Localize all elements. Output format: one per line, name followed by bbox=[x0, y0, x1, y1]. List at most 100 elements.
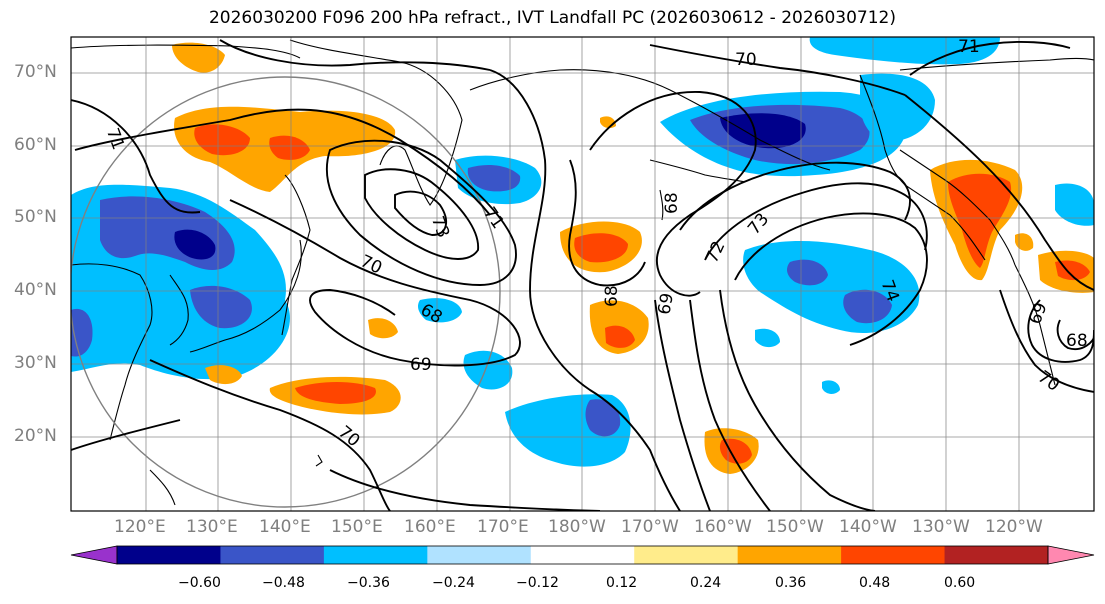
lat-label-70n: 70°N bbox=[14, 62, 57, 82]
contour-label: 71 bbox=[958, 37, 980, 57]
colorbar-tick-label: −0.12 bbox=[516, 575, 559, 591]
colorbar-segment bbox=[117, 546, 221, 564]
colorbar-tick-label: 0.60 bbox=[944, 575, 976, 591]
lon-label: 180°W bbox=[548, 517, 606, 537]
coast-hudson bbox=[899, 57, 1094, 71]
contour-label: 68 bbox=[602, 285, 622, 307]
colorbar-segment bbox=[323, 546, 428, 564]
blue-region-mid-small2 bbox=[418, 298, 462, 323]
coast-kamchatka bbox=[289, 39, 463, 206]
lat-label-30n: 30°N bbox=[14, 353, 57, 373]
contour-label: 69 bbox=[654, 291, 677, 316]
blue-region-tiny-2 bbox=[822, 380, 840, 394]
colorbar-tick-label: −0.36 bbox=[347, 575, 390, 591]
contour-69-se bbox=[1027, 299, 1094, 363]
orange-region-small-4 bbox=[1015, 233, 1034, 251]
contour-inner bbox=[394, 190, 448, 236]
blue-region-right-edge bbox=[1055, 183, 1094, 226]
coast-island-3 bbox=[659, 189, 664, 221]
blue-region-east-core2 bbox=[787, 259, 828, 286]
red-region-subtropic bbox=[295, 382, 376, 404]
lon-label: 140°W bbox=[839, 517, 897, 537]
lon-label: 120°W bbox=[985, 517, 1043, 537]
blue-region-tiny-1 bbox=[755, 328, 780, 348]
contour-74-east bbox=[734, 212, 928, 346]
coast-island-2 bbox=[149, 469, 176, 506]
landfall-circle bbox=[71, 76, 501, 508]
colorbar-tick-label: −0.60 bbox=[178, 575, 221, 591]
coast-japan bbox=[189, 239, 302, 353]
contour-68-east bbox=[568, 159, 646, 287]
colorbar-segment bbox=[634, 546, 739, 564]
contour-bottom-center bbox=[329, 469, 601, 511]
red-region-okhotsk bbox=[194, 124, 250, 156]
colorbar-segment bbox=[944, 546, 1049, 564]
red-region-bc bbox=[948, 173, 1012, 268]
red-region-dateline-s bbox=[605, 325, 635, 348]
colorbar-segment bbox=[841, 546, 946, 564]
map-area: 70 71 71 71 73 70 68 69 70 68 69 72 73 7… bbox=[71, 37, 1094, 511]
contour-73-east bbox=[704, 182, 928, 261]
coast-korea bbox=[169, 274, 189, 346]
lon-label: 160°W bbox=[694, 517, 752, 537]
lat-label-60n: 60°N bbox=[14, 135, 57, 155]
shading-orange bbox=[172, 42, 1094, 474]
gridlines bbox=[71, 37, 1094, 511]
orange-region-small-1 bbox=[368, 318, 398, 339]
contour-70-se bbox=[999, 289, 1094, 393]
contour-dateline-loop bbox=[589, 91, 757, 297]
contour-72-low bbox=[325, 139, 517, 286]
contour-70-upper bbox=[74, 108, 491, 216]
contour-71-nw bbox=[71, 99, 201, 214]
blue-region-nw-deep bbox=[174, 229, 216, 260]
blue-region-top-right bbox=[809, 37, 1000, 65]
contour-68-se bbox=[1056, 319, 1094, 351]
blue-region-korea bbox=[190, 285, 252, 329]
contour-72-east bbox=[679, 161, 911, 231]
contour-top-arc bbox=[219, 39, 491, 71]
colorbar-tick-label: 0.12 bbox=[606, 575, 638, 591]
contour-70-mid bbox=[229, 199, 521, 367]
colorbar bbox=[70, 545, 1095, 565]
red-region-okhotsk2 bbox=[269, 135, 310, 160]
lon-label: 130°W bbox=[912, 517, 970, 537]
coast-bc bbox=[899, 149, 1016, 266]
contour-label: 68 bbox=[1066, 331, 1088, 351]
contour-center-69 bbox=[489, 69, 681, 511]
lon-label: 160°E bbox=[404, 517, 456, 537]
blue-region-alaska-deep bbox=[720, 113, 806, 149]
colorbar-segment bbox=[737, 546, 842, 564]
coast-china bbox=[71, 263, 153, 441]
contour-ne-right bbox=[904, 94, 1094, 291]
blue-region-central-n-core bbox=[467, 164, 521, 192]
blue-region-south-core bbox=[585, 399, 621, 437]
colorbar-tick-label: 0.36 bbox=[775, 575, 807, 591]
contour-label: 69 bbox=[410, 355, 432, 375]
map-frame bbox=[70, 36, 1095, 512]
contour-east-big bbox=[654, 299, 711, 511]
colorbar-tick-label: −0.48 bbox=[262, 575, 305, 591]
contour-bottom-left bbox=[71, 419, 181, 451]
lon-label: 150°W bbox=[766, 517, 824, 537]
colorbar-segment bbox=[220, 546, 325, 564]
colorbar-tick-label: 0.48 bbox=[859, 575, 891, 591]
contour-east-big3 bbox=[719, 289, 876, 511]
contour-east-big2 bbox=[689, 299, 771, 511]
lon-label: 170°E bbox=[477, 517, 529, 537]
lat-label-40n: 40°N bbox=[14, 280, 57, 300]
orange-region-small-2 bbox=[205, 365, 242, 385]
colorbar-extend-low bbox=[70, 545, 118, 565]
lon-label: 120°E bbox=[114, 517, 166, 537]
chart-title: 2026030200 F096 200 hPa refract., IVT La… bbox=[208, 8, 896, 28]
contour-label: 68 bbox=[662, 192, 682, 214]
colorbar-outline bbox=[116, 545, 1049, 565]
contour-label: 70 bbox=[735, 50, 757, 70]
lon-label: 150°E bbox=[331, 517, 383, 537]
colorbar-segment bbox=[530, 546, 635, 564]
contour-71-ne bbox=[909, 41, 1071, 76]
contour-73-low bbox=[364, 168, 479, 260]
colorbar-extend-high bbox=[1047, 545, 1095, 565]
colorbar-segment bbox=[427, 546, 532, 564]
red-region-dateline-n bbox=[574, 233, 628, 263]
orange-region-topleft bbox=[172, 42, 225, 73]
